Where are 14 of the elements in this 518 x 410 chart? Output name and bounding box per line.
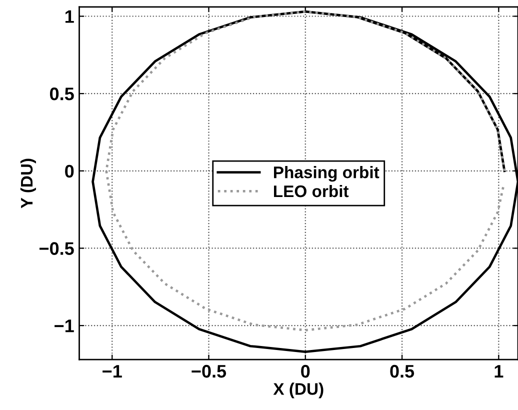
- y-tick-label: −1: [54, 320, 74, 332]
- x-axis-title: X (DU): [273, 382, 324, 398]
- x-tick-label: −1: [102, 365, 122, 378]
- legend-label: Phasing orbit: [274, 166, 380, 182]
- x-tick-label: 0: [301, 364, 310, 378]
- legend-label: LEO orbit: [274, 184, 349, 198]
- x-tick-label: −0.5: [192, 364, 226, 378]
- y-tick-label: 1: [65, 10, 74, 23]
- y-axis-title: Y (DU): [20, 158, 36, 208]
- y-tick-label: −0.5: [40, 242, 74, 255]
- y-tick-label: 0: [65, 164, 74, 178]
- x-tick-label: 0.5: [390, 364, 414, 378]
- x-tick-label: 1: [494, 365, 504, 378]
- y-tick-label: 0.5: [50, 88, 74, 100]
